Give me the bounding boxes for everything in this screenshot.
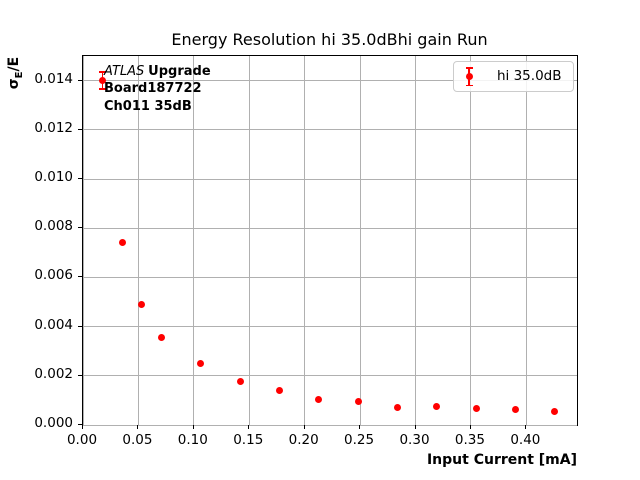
data-point xyxy=(99,77,107,85)
y-tick-mark xyxy=(78,276,82,278)
data-point xyxy=(354,398,362,406)
gridline-vertical xyxy=(193,56,195,425)
x-tick-label: 0.05 xyxy=(122,432,153,448)
x-tick-label: 0.15 xyxy=(233,432,264,448)
x-tick-mark xyxy=(192,425,194,429)
y-tick-label: 0.006 xyxy=(34,267,73,284)
y-tick-label: 0.004 xyxy=(34,316,73,333)
x-tick-mark xyxy=(248,425,250,429)
gridline-vertical xyxy=(82,56,84,425)
y-tick-label: 0.010 xyxy=(34,169,73,185)
y-tick-mark xyxy=(78,424,82,425)
gridline-vertical xyxy=(470,56,472,425)
gridline-vertical xyxy=(359,56,361,425)
gridline-horizontal xyxy=(83,80,577,82)
data-point xyxy=(118,238,126,246)
y-tick-label: 0.014 xyxy=(34,70,73,87)
plot-area xyxy=(82,55,578,426)
y-tick-label: 0.000 xyxy=(34,415,73,431)
annotation-line-2: Board187722 xyxy=(104,81,202,97)
annotation-atlas-label: ATLAS xyxy=(104,64,145,79)
x-tick-label: 0.10 xyxy=(177,432,208,448)
data-point xyxy=(276,386,284,394)
y-tick-mark xyxy=(78,178,82,179)
gridline-horizontal xyxy=(83,129,577,131)
annotation-upgrade-label: Upgrade xyxy=(148,64,211,79)
x-tick-label: 0.25 xyxy=(344,432,375,448)
legend-errorbar-marker-icon xyxy=(465,67,473,86)
legend-box: hi 35.0dB xyxy=(453,61,574,92)
annotation-line-3: Ch011 35dB xyxy=(104,98,192,114)
x-tick-mark xyxy=(303,425,305,429)
gridline-vertical xyxy=(415,56,416,425)
gridline-horizontal xyxy=(83,375,577,377)
x-tick-label: 0.30 xyxy=(399,432,430,448)
gridline-horizontal xyxy=(83,227,577,229)
gridline-horizontal xyxy=(83,424,577,426)
x-tick-label: 0.35 xyxy=(454,432,485,448)
data-point xyxy=(158,333,166,341)
annotation-block: ATLAS Upgrade Board187722 Ch011 35dB xyxy=(104,63,211,115)
y-tick-mark xyxy=(78,374,82,376)
x-tick-label: 0.20 xyxy=(288,432,319,448)
data-point xyxy=(512,406,520,414)
gridline-vertical xyxy=(304,56,306,425)
y-tick-label: 0.012 xyxy=(34,119,73,136)
legend-label: hi 35.0dB xyxy=(497,68,562,84)
y-axis-label-sigma: σ xyxy=(6,78,22,90)
y-axis-label: σE/E xyxy=(6,38,25,108)
annotation-line-1: ATLAS Upgrade xyxy=(104,63,211,80)
legend-marker-dot xyxy=(465,73,473,80)
data-point xyxy=(315,396,323,404)
data-point xyxy=(551,407,559,415)
x-tick-mark xyxy=(359,425,361,429)
y-tick-mark xyxy=(78,128,82,130)
gridline-horizontal xyxy=(83,326,577,328)
y-tick-mark xyxy=(78,325,82,327)
data-point xyxy=(433,403,441,411)
gridline-vertical xyxy=(248,56,250,425)
data-point xyxy=(236,377,244,385)
x-tick-mark xyxy=(137,425,139,429)
gridline-vertical xyxy=(525,56,527,425)
x-tick-mark xyxy=(82,425,83,429)
data-point xyxy=(472,404,480,412)
chart-title: Energy Resolution hi 35.0dBhi gain Run xyxy=(171,30,488,49)
legend-errorbar-cap-top xyxy=(465,67,473,69)
x-tick-mark xyxy=(414,425,416,429)
data-point xyxy=(197,359,205,367)
y-tick-label: 0.008 xyxy=(34,218,73,235)
x-axis-label: Input Current [mA] xyxy=(426,452,577,468)
data-point xyxy=(394,404,402,412)
gridline-horizontal xyxy=(83,276,577,278)
legend-errorbar-cap-bottom xyxy=(465,84,473,86)
x-tick-mark xyxy=(525,425,527,429)
data-point xyxy=(138,300,146,308)
x-tick-label: 0.00 xyxy=(66,432,98,448)
y-tick-label: 0.002 xyxy=(34,365,73,382)
gridline-horizontal xyxy=(83,178,577,180)
y-tick-mark xyxy=(78,79,82,81)
error-bar-cap xyxy=(99,71,107,73)
y-axis-label-rest: /E xyxy=(6,56,22,72)
x-tick-label: 0.40 xyxy=(510,432,541,448)
error-bar-cap xyxy=(99,88,107,90)
y-tick-mark xyxy=(78,227,82,229)
gridline-vertical xyxy=(137,56,139,425)
x-tick-mark xyxy=(469,425,471,429)
